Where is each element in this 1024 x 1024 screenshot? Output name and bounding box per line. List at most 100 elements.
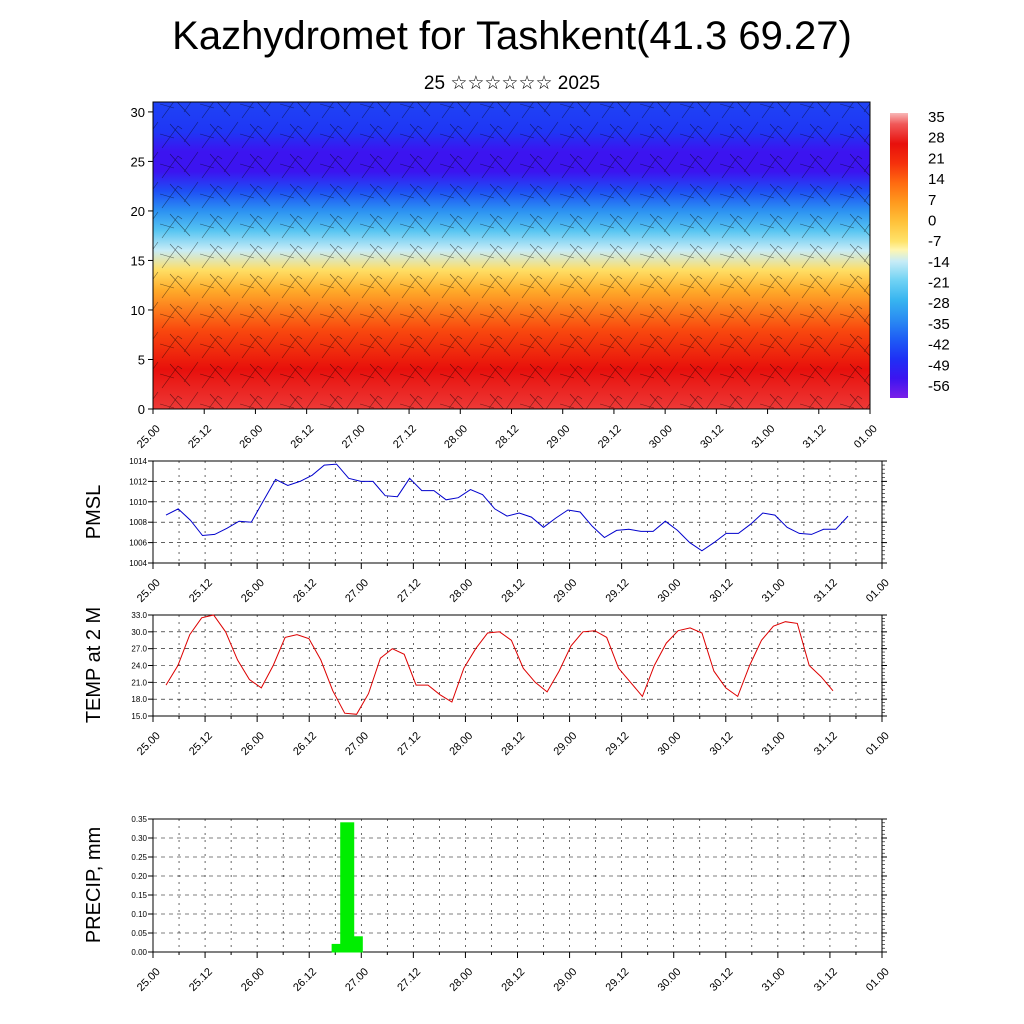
- temp-ytick-label: 33.0: [131, 611, 147, 620]
- precip-xtick-label: 30.12: [708, 966, 736, 994]
- precip-xtick-label: 01.00: [864, 966, 892, 994]
- pmsl-xtick-label: 26.12: [291, 577, 319, 605]
- precip-xtick-label: 29.00: [551, 966, 579, 994]
- heatmap-xtick-label: 30.12: [698, 423, 726, 451]
- temp-xtick-label: 29.12: [604, 730, 632, 758]
- precip-ytick-label: 0.20: [131, 872, 147, 881]
- temp-xtick-label: 31.00: [760, 730, 788, 758]
- precip-xtick-label: 28.00: [447, 966, 475, 994]
- temp-xtick-label: 27.00: [343, 730, 371, 758]
- precip-xtick-label: 25.12: [187, 966, 215, 994]
- precip-xtick-label: 28.12: [499, 966, 527, 994]
- precip-bar: [348, 936, 363, 953]
- pmsl-ytick-label: 1010: [129, 498, 147, 507]
- precip-xtick-label: 30.00: [656, 966, 684, 994]
- precip-ytick-label: 0.00: [131, 948, 147, 957]
- heatmap-xtick-label: 25.12: [186, 423, 214, 451]
- colorbar-label: 35: [928, 109, 945, 126]
- pmsl-xtick-label: 31.00: [760, 577, 788, 605]
- pmsl-xtick-label: 01.00: [864, 577, 892, 605]
- colorbar-label: -56: [928, 378, 950, 395]
- pmsl-ytick-label: 1014: [129, 457, 147, 466]
- temp-xtick-label: 30.12: [708, 730, 736, 758]
- pmsl-xtick-label: 29.12: [604, 577, 632, 605]
- temp-xtick-label: 28.00: [447, 730, 475, 758]
- colorbar: [890, 113, 908, 398]
- precip-ytick-label: 0.05: [131, 929, 147, 938]
- pmsl-xtick-label: 28.00: [447, 577, 475, 605]
- precip-xtick-label: 31.00: [760, 966, 788, 994]
- heatmap-xtick-label: 26.12: [289, 423, 317, 451]
- colorbar-label: -35: [928, 316, 950, 333]
- temp-xtick-label: 25.00: [135, 730, 163, 758]
- temp-ytick-label: 15.0: [131, 712, 147, 721]
- precip-xtick-label: 26.12: [291, 966, 319, 994]
- colorbar-label: 21: [928, 150, 945, 167]
- precip-xtick-label: 27.12: [395, 966, 423, 994]
- precip-ytick-label: 0.30: [131, 834, 147, 843]
- precip-ylabel: PRECIP, mm: [83, 827, 105, 943]
- temp-ytick-label: 18.0: [131, 695, 147, 704]
- temp-ytick-label: 21.0: [131, 678, 147, 687]
- temp-xtick-label: 29.00: [551, 730, 579, 758]
- heatmap-xtick-label: 01.00: [852, 423, 880, 451]
- precip-xtick-label: 26.00: [239, 966, 267, 994]
- temp-xtick-label: 31.12: [812, 730, 840, 758]
- temp-xtick-label: 01.00: [864, 730, 892, 758]
- colorbar-label: 7: [928, 192, 936, 209]
- pmsl-ytick-label: 1004: [129, 559, 147, 568]
- heatmap-xtick-label: 30.00: [647, 423, 675, 451]
- precip-ytick-label: 0.15: [131, 891, 147, 900]
- temp-xtick-label: 26.00: [239, 730, 267, 758]
- pmsl-xtick-label: 29.00: [551, 577, 579, 605]
- pmsl-ytick-label: 1012: [129, 477, 147, 486]
- colorbar-label: -49: [928, 357, 950, 374]
- temp-ylabel: TEMP at 2 M: [83, 607, 105, 723]
- pmsl-xtick-label: 25.12: [187, 577, 215, 605]
- pmsl-ytick-label: 1008: [129, 518, 147, 527]
- heatmap-xtick-label: 27.00: [340, 423, 368, 451]
- pmsl-xtick-label: 31.12: [812, 577, 840, 605]
- heatmap-xtick-label: 31.12: [801, 423, 829, 451]
- pmsl-xtick-label: 30.00: [656, 577, 684, 605]
- temp-xtick-label: 25.12: [187, 730, 215, 758]
- colorbar-label: -7: [928, 233, 941, 250]
- precip-xtick-label: 25.00: [135, 966, 163, 994]
- chart-subtitle: 25 ☆☆☆☆☆☆ 2025: [423, 73, 601, 94]
- heatmap-ytick-label: 10: [131, 303, 145, 318]
- heatmap-xtick-label: 28.00: [442, 423, 470, 451]
- heatmap-xtick-label: 28.12: [493, 423, 521, 451]
- heatmap-ytick-label: 20: [131, 204, 145, 219]
- heatmap-ytick-label: 15: [131, 253, 145, 268]
- colorbar-label: -14: [928, 254, 950, 271]
- precip-ytick-label: 0.10: [131, 910, 147, 919]
- precip-ytick-label: 0.35: [131, 815, 147, 824]
- heatmap-xtick-label: 31.00: [749, 423, 777, 451]
- pmsl-xtick-label: 26.00: [239, 577, 267, 605]
- heatmap-ytick-label: 0: [138, 402, 145, 417]
- temp-ytick-label: 24.0: [131, 662, 147, 671]
- heatmap-xtick-label: 27.12: [391, 423, 419, 451]
- colorbar-label: 14: [928, 171, 945, 188]
- heatmap-xtick-label: 26.00: [237, 423, 265, 451]
- pmsl-xtick-label: 25.00: [135, 577, 163, 605]
- colorbar-label: 0: [928, 212, 936, 229]
- heatmap-xtick-label: 29.00: [545, 423, 573, 451]
- temp-ytick-label: 27.0: [131, 645, 147, 654]
- temp-xtick-label: 30.00: [656, 730, 684, 758]
- temp-xtick-label: 26.12: [291, 730, 319, 758]
- pmsl-xtick-label: 30.12: [708, 577, 736, 605]
- heatmap-xtick-label: 25.00: [135, 423, 163, 451]
- heatmap-ytick-label: 30: [131, 105, 145, 120]
- colorbar-label: 28: [928, 130, 945, 147]
- temp-series-line: [165, 614, 834, 715]
- precip-bar: [340, 822, 355, 953]
- precip-xtick-label: 31.12: [812, 966, 840, 994]
- pmsl-ytick-label: 1006: [129, 539, 147, 548]
- pmsl-xtick-label: 27.12: [395, 577, 423, 605]
- precip-xtick-label: 29.12: [604, 966, 632, 994]
- chart-title: Kazhydromet for Tashkent(41.3 69.27): [172, 14, 852, 58]
- precip-ytick-label: 0.25: [131, 853, 147, 862]
- pmsl-series-line: [165, 463, 849, 552]
